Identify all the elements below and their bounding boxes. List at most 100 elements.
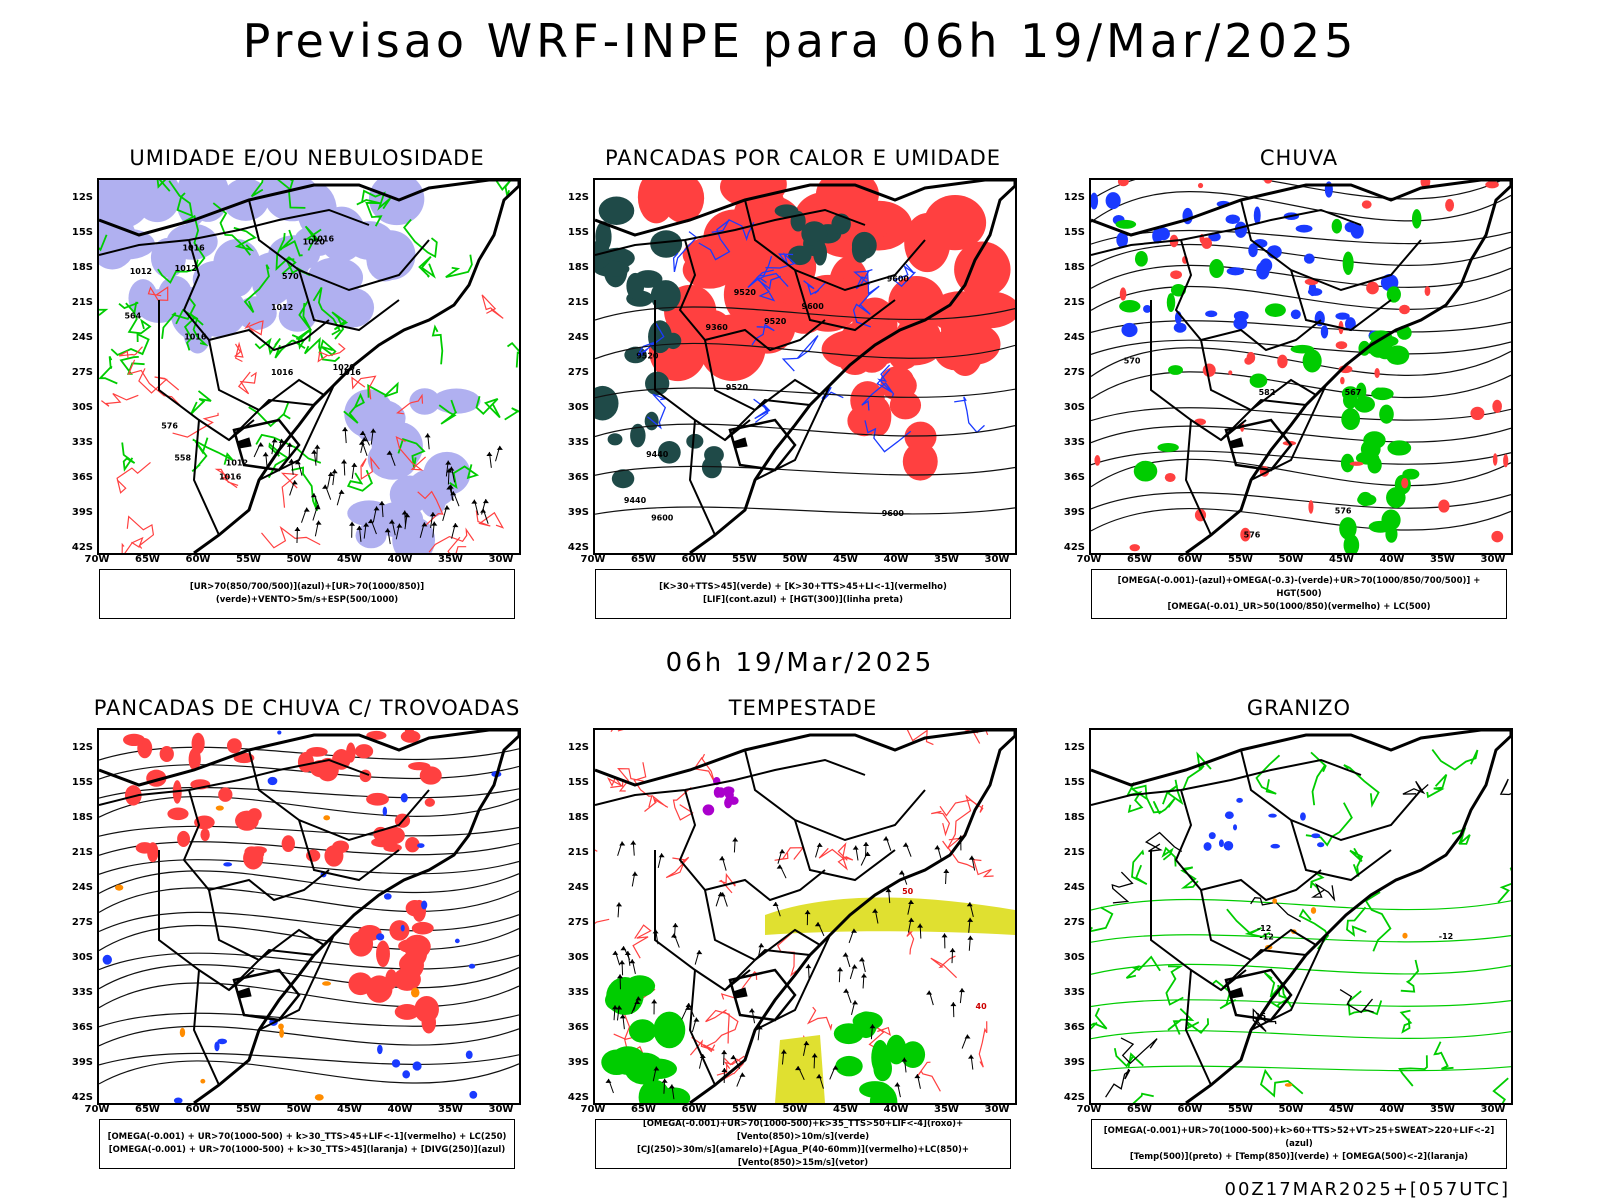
longitude-tick-label: 45W — [1329, 554, 1354, 565]
precipitable-water-contour — [689, 1039, 716, 1056]
wind-vector — [941, 933, 948, 949]
streamline — [99, 1012, 519, 1028]
wind-vector — [327, 471, 334, 488]
contour-label: 570 — [282, 272, 299, 281]
rain-area — [1228, 370, 1233, 376]
temperature-850-contour — [1091, 934, 1511, 943]
thunderstorm-area — [424, 798, 435, 807]
humidity-contour — [233, 226, 257, 252]
wind-vector — [442, 505, 451, 522]
omega-strong-area — [1386, 286, 1401, 303]
humidity-area — [359, 400, 406, 437]
temperature-500-contour — [1499, 778, 1511, 796]
latitude-tick-label: 18S — [71, 812, 93, 823]
contour-label: -12 — [1439, 932, 1453, 941]
latitude-tick-label: 33S — [71, 987, 93, 998]
map-canvas: 9600 9520 9600 9520 9600 9600 9520 9520 9440 9360… — [595, 180, 1015, 553]
wind-vector — [480, 508, 489, 524]
wind-vector — [967, 917, 974, 933]
thickness-contour — [475, 510, 505, 529]
divergence-area — [391, 1059, 401, 1068]
contour-label: 576 — [161, 422, 178, 431]
state-border — [744, 749, 926, 842]
temperature-500-contour — [1120, 1037, 1158, 1065]
contour-label: -12 — [1257, 924, 1271, 933]
thickness-contour — [395, 435, 427, 471]
state-border — [1240, 749, 1422, 842]
latitude-tick-label: 27S — [71, 367, 93, 378]
instability-area — [902, 442, 938, 481]
longitude-tick-label: 40W — [387, 554, 413, 565]
temperature-500-contour — [1111, 871, 1134, 904]
wind-850-area — [624, 975, 656, 997]
latitude-tick-label: 36S — [1063, 1022, 1085, 1033]
humidity-contour — [212, 202, 252, 256]
latitude-tick-label: 36S — [71, 1022, 93, 1033]
legend-line: [OMEGA(-0.01)_UR>50(1000/850)(vermelho) … — [1167, 601, 1431, 612]
geopotential-contour — [595, 506, 1015, 515]
precipitable-water-contour — [610, 730, 624, 733]
precipitable-water-contour — [972, 859, 994, 878]
latitude-tick-label: 42S — [71, 542, 93, 553]
wind-vector — [372, 506, 380, 523]
wind-vector — [863, 841, 870, 857]
wind-vector — [872, 908, 879, 924]
lifted-index-contour — [753, 398, 771, 424]
state-border — [182, 789, 330, 902]
wind-vector — [311, 449, 318, 466]
precipitable-water-contour — [672, 786, 694, 821]
longitude-tick-label: 70W — [580, 1104, 606, 1115]
wind-vector — [885, 888, 892, 904]
instability-orange-area — [278, 1023, 284, 1030]
divergence-area — [400, 924, 405, 932]
omega-area — [1344, 221, 1356, 233]
latitude-tick-label: 39S — [71, 507, 93, 518]
state-border — [99, 208, 370, 256]
wind-850-area — [628, 1019, 657, 1043]
wind-vector — [331, 469, 338, 486]
map-canvas: 582 576 570 567 576 — [1091, 180, 1511, 553]
humidity-contour — [506, 341, 519, 368]
legend-line: [OMEGA(-0.001)+UR>70(1000-500)+k>60+TTS>… — [1103, 1125, 1495, 1149]
thickness-contour — [317, 343, 346, 363]
temperature-850-contour — [1497, 867, 1511, 904]
state-border — [794, 819, 896, 882]
omega-strong-area — [1264, 303, 1286, 317]
thunderstorm-area — [297, 751, 315, 773]
lagoon — [236, 437, 252, 449]
thickness-contour — [118, 346, 143, 358]
longitude-tick-label: 45W — [1329, 1104, 1354, 1115]
temperature-850-contour — [1167, 1008, 1195, 1035]
wind-vector — [843, 988, 852, 1004]
longitude-tick-label: 65W — [135, 554, 160, 565]
humidity-area — [368, 180, 425, 226]
precipitable-water-contour — [942, 794, 980, 850]
divergence-area — [214, 1041, 220, 1052]
geopotential-contour — [595, 423, 1015, 438]
divergence-area — [402, 1070, 411, 1079]
thunderstorm-area — [366, 792, 389, 806]
lifted-index-contour — [646, 393, 668, 430]
thunderstorm-area — [226, 738, 242, 754]
longitude-tick-label: 60W — [681, 554, 707, 565]
latitude-tick-label: 36S — [567, 1022, 589, 1033]
humidity-contour — [179, 214, 206, 270]
forecast-map: 1012 1012 1012 1012 1020 1016 1016 1016 1016 1016… — [97, 178, 521, 555]
wind-vector — [894, 1082, 901, 1098]
thickness-contour — [138, 368, 180, 394]
state-border — [724, 398, 811, 441]
severe-area — [722, 786, 735, 795]
state-border — [228, 398, 315, 441]
omega-strong-area — [1166, 293, 1176, 313]
latitude-tick-label: 12S — [71, 742, 93, 753]
humidity-area — [235, 296, 277, 330]
rain-area — [1374, 368, 1380, 379]
k-tts-area — [598, 196, 635, 225]
panel-title: PANCADAS DE CHUVA C/ TROVOADAS — [93, 696, 521, 720]
longitude-tick-label: 70W — [1076, 1104, 1102, 1115]
instability-area — [815, 180, 879, 220]
divergence-area — [102, 954, 112, 965]
thickness-contour — [101, 393, 139, 407]
wind-vector — [661, 1078, 668, 1094]
contour-label: 9600 — [882, 509, 905, 518]
